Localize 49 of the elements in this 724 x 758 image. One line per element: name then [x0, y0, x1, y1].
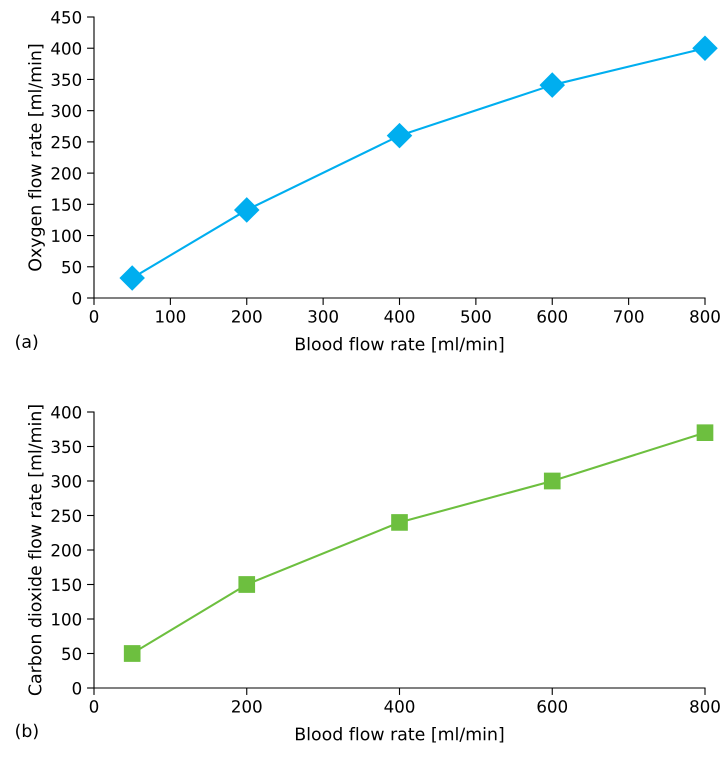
- x-tick-label: 400: [384, 700, 414, 713]
- x-tick-label: 700: [614, 310, 644, 323]
- y-tick-label: 400: [51, 406, 82, 419]
- x-tick-label: 300: [308, 310, 338, 323]
- x-tick-label: 200: [232, 700, 262, 713]
- x-tick-label: 0: [90, 310, 98, 323]
- x-tick-label: 0: [90, 700, 98, 713]
- point: [696, 424, 714, 442]
- x-tick-label: 400: [384, 310, 414, 323]
- x-tick-label: 500: [461, 310, 491, 323]
- x-tick-label: 100: [156, 310, 186, 323]
- y-tick-label: 300: [52, 474, 82, 488]
- point: [234, 197, 260, 222]
- x-tick-label: 200: [232, 310, 262, 323]
- y-tick-label: 200: [52, 167, 82, 180]
- y-tick-label: 50: [62, 260, 82, 274]
- y-tick-label: 100: [52, 230, 82, 242]
- text: (a): [16, 334, 38, 350]
- point: [120, 266, 145, 290]
- x-axis-title: Blood flow rate [ml/min]: [296, 727, 504, 743]
- point: [540, 72, 565, 98]
- y-tick-label: 150: [52, 578, 82, 592]
- y-tick-label: 350: [52, 440, 82, 454]
- x-tick-label: 800: [690, 700, 720, 713]
- x-tick-label: 600: [538, 700, 568, 713]
- point: [544, 472, 561, 490]
- y-tick-label: 250: [52, 509, 82, 522]
- x-tick-label: 600: [538, 310, 568, 323]
- y-tick-label: 100: [52, 612, 82, 626]
- y-tick-label: 450: [51, 10, 82, 24]
- point: [238, 576, 256, 593]
- point: [387, 123, 412, 148]
- y-tick-label: 0: [72, 292, 82, 305]
- y-tick-label: 150: [52, 198, 82, 211]
- y-tick-label: 350: [52, 73, 82, 86]
- point: [124, 645, 141, 662]
- y-axis-title: Oxygen flow rate [ml/min]: [28, 44, 45, 271]
- y-tick-label: 400: [51, 42, 82, 55]
- y-tick-label: 300: [52, 104, 82, 118]
- x-axis-title: Blood flow rate [ml/min]: [296, 337, 504, 353]
- y-tick-label: 250: [52, 136, 82, 148]
- point: [692, 36, 718, 61]
- y-tick-label: 50: [62, 647, 82, 660]
- point: [391, 514, 408, 531]
- y-axis-title: Carbon dioxide flow rate [ml/min]: [28, 405, 44, 696]
- y-tick-label: 0: [72, 682, 82, 695]
- x-tick-label: 800: [690, 310, 720, 323]
- y-tick-label: 200: [52, 544, 82, 557]
- text: (b): [16, 724, 38, 740]
